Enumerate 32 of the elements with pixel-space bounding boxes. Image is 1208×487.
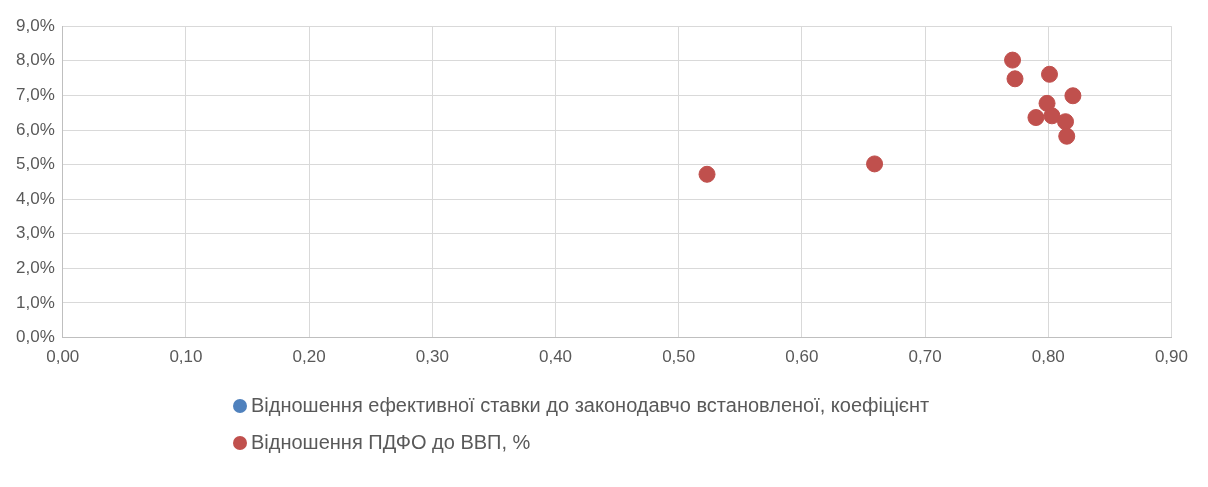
legend-label: Відношення ПДФО до ВВП, % [251,431,531,454]
x-tick-label: 0,00 [46,347,80,367]
y-tick-label: 6,0% [16,119,55,139]
x-tick-label: 0,60 [785,347,819,367]
x-tick-label: 0,90 [1154,347,1188,367]
y-tick-label: 0,0% [16,327,55,347]
y-tick-label: 2,0% [16,258,55,278]
point [1057,113,1075,131]
y-tick-label: 9,0% [16,15,55,35]
y-tick-label: 8,0% [16,50,55,70]
x-tick-label: 0,80 [1031,347,1065,367]
y-tick-label: 5,0% [16,154,55,174]
y-tick-label: 7,0% [16,85,55,105]
x-tick-label: 0,20 [292,347,326,367]
point [698,165,716,183]
point [1006,70,1024,88]
x-tick-label: 0,30 [415,347,449,367]
point [866,155,884,173]
point [1058,127,1076,145]
point [1064,87,1082,105]
y-tick-label: 1,0% [16,292,55,312]
point [1041,65,1058,83]
y-tick-label: 4,0% [16,188,55,208]
point [1043,107,1061,125]
y-tick-label: 3,0% [16,223,55,243]
x-tick-label: 0,70 [908,347,942,367]
legend-label: Відношення ефективної ставки до законодавчо встановленої, коефіцієнт [251,394,930,417]
x-tick-label: 0,40 [538,347,573,367]
point [1027,109,1045,127]
x-tick-label: 0,50 [662,347,696,367]
point [1004,51,1022,69]
x-tick-label: 0,10 [169,347,203,367]
